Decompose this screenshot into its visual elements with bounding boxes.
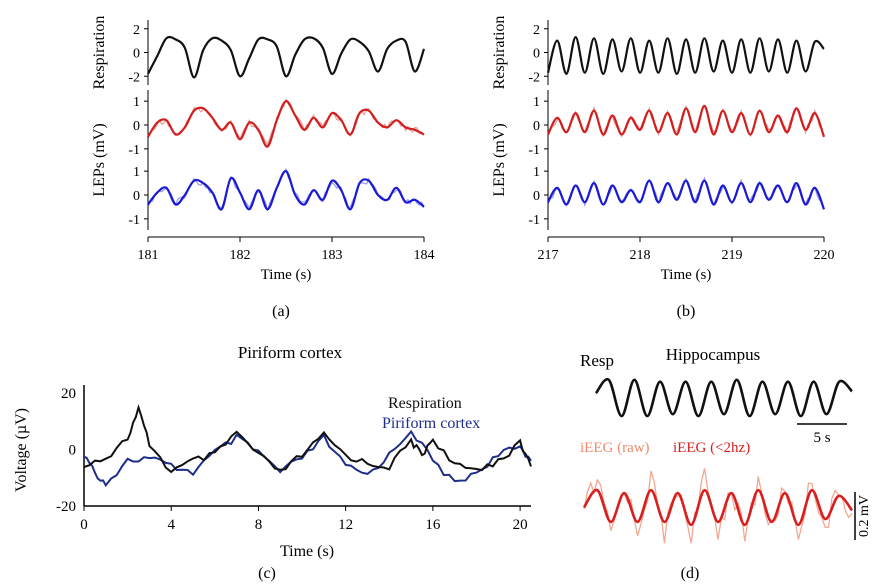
- panel-d: Hippocampus Resp 5 s iEEG (raw) iEEG (<2hz) 0…: [580, 345, 872, 544]
- panel-d-legend-filtered: iEEG (<2hz): [673, 440, 750, 456]
- panel-b-ytick-label-1-1: 0: [533, 119, 540, 134]
- panel-a-subplot-0: 2 0 -2 Respiration: [91, 16, 426, 90]
- panel-b-xtick-label-0: 217: [538, 248, 559, 263]
- panel-b-series-line-1: [547, 104, 826, 138]
- panel-d-resp-label: Resp: [580, 351, 614, 370]
- panel-b-ytick-label-2-1: 0: [533, 189, 540, 204]
- panel-b-ytick-label-0-1: 0: [533, 47, 540, 62]
- panel-a-series-line-1: [147, 100, 425, 148]
- panel-a-xtick-label-1: 182: [230, 248, 251, 263]
- panel-a-xtick-label-2: 183: [322, 248, 343, 263]
- panel-a-ytick-label-0-2: -2: [128, 70, 140, 85]
- panel-c-ylabel: Voltage (µV): [13, 408, 30, 492]
- panel-b-x-axis: 217 218 219 220 Time (s): [538, 236, 835, 283]
- panel-a-ytick-label-0-1: 0: [133, 47, 140, 62]
- panel-a-ytick-label-1-0: 1: [133, 95, 140, 110]
- panel-b-ytick-label-0-0: 2: [533, 23, 540, 38]
- panel-d-title: Hippocampus: [666, 345, 760, 364]
- panel-b-ytick-label-2-2: -1: [528, 213, 540, 228]
- panel-b-ytick-label-1-0: 1: [533, 95, 540, 110]
- panel-c-series-respiration: [83, 403, 532, 474]
- panel-c-xtick-label-0: 0: [80, 517, 88, 533]
- panel-a-ytick-label-2-0: 1: [133, 165, 140, 180]
- panel-b-xtick-label-2: 219: [722, 248, 743, 263]
- panel-a-series-raw-2: [147, 167, 425, 212]
- panel-b-ytick-label-0-2: -2: [528, 70, 540, 85]
- panel-c-xtick-label-1: 4: [167, 517, 175, 533]
- panel-a-series-line-0: [147, 35, 426, 79]
- panel-a-series-line-2: [147, 170, 425, 211]
- panel-a-ytick-label-1-2: -1: [128, 143, 140, 158]
- panel-c-legend-respiration: Respiration: [388, 395, 462, 412]
- panel-d-time-scale-label: 5 s: [813, 430, 830, 446]
- panel-a-ylabel-0: Respiration: [91, 16, 108, 90]
- panel-d-label: (d): [681, 565, 700, 582]
- panel-c-xtick-label-2: 8: [255, 517, 263, 533]
- panel-c-xtick-label-5: 20: [513, 517, 528, 533]
- panel-a-label: (a): [272, 303, 290, 320]
- panel-c-title: Piriform cortex: [238, 343, 343, 362]
- panel-b-label: (b): [677, 303, 696, 320]
- panel-d-filtered-line: [582, 488, 854, 527]
- panel-a-ylabel-1: LEPs (mV): [91, 123, 108, 196]
- panel-a-x-axis: 181 182 183 184 Time (s): [138, 236, 435, 283]
- panel-b-xtick-label-1: 218: [630, 248, 651, 263]
- panel-a-ytick-label-2-2: -1: [128, 213, 140, 228]
- panel-d-volt-scale-label: 0.2 mV: [857, 495, 872, 537]
- panel-c-xtick-label-3: 12: [338, 517, 353, 533]
- panel-c-series-piriform: [83, 429, 532, 488]
- panel-a-ytick-label-1-1: 0: [133, 119, 140, 134]
- panel-c-legend-piriform: Piriform cortex: [382, 415, 480, 432]
- panel-c-ytick-label-1: 0: [69, 443, 77, 459]
- panel-a-xlabel: Time (s): [261, 267, 312, 283]
- panel-c-xtick-label-4: 16: [425, 517, 441, 533]
- panel-b-series-line-0: [546, 35, 825, 76]
- panel-c-ytick-label-0: 20: [61, 386, 76, 402]
- panel-b-ylabel-1: LEPs (mV): [491, 123, 508, 196]
- panel-b-xtick-label-3: 220: [814, 248, 835, 263]
- panel-a-subplot-2: 1 0 -1: [128, 160, 425, 230]
- panel-c-ytick-label-2: -20: [56, 499, 76, 515]
- panel-a-ytick-label-0-0: 2: [133, 23, 140, 38]
- panel-b-subplot-2: 1 0 -1: [528, 160, 826, 230]
- panel-a-xtick-label-0: 181: [138, 248, 159, 263]
- panel-b-subplot-0: 2 0 -2 Respiration: [491, 16, 825, 90]
- panel-a-series-raw-1: [147, 98, 425, 146]
- panel-a-ytick-label-2-1: 0: [133, 189, 140, 204]
- panel-b-series-line-2: [547, 179, 826, 210]
- panel-c-label: (c): [258, 565, 276, 582]
- panel-b-subplot-1: 1 0 -1 LEPs (mV): [491, 90, 826, 197]
- panel-d-resp-line: [594, 377, 853, 418]
- panel-b-ylabel-0: Respiration: [491, 16, 508, 90]
- panel-b-ytick-label-1-2: -1: [528, 143, 540, 158]
- panel-d-legend-raw: iEEG (raw): [580, 440, 650, 456]
- panel-d-raw-line: [583, 468, 853, 544]
- panel-a-xtick-label-3: 184: [414, 248, 435, 263]
- panel-b-xlabel: Time (s): [661, 267, 712, 283]
- panel-b-ytick-label-2-0: 1: [533, 165, 540, 180]
- panel-a-subplot-1: 1 0 -1 LEPs (mV): [91, 90, 425, 197]
- panel-c-xlabel: Time (s): [280, 543, 334, 560]
